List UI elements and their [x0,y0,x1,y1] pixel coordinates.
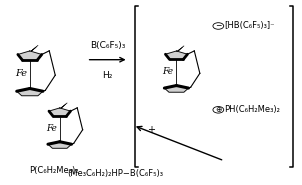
Text: B(C₆F₅)₃: B(C₆F₅)₃ [90,41,125,50]
Text: Fe: Fe [162,67,174,76]
Text: Fe: Fe [46,124,57,133]
Polygon shape [49,108,70,116]
Text: (Me₃C₆H₂)₂HP−B(C₆F₅)₃: (Me₃C₆H₂)₂HP−B(C₆F₅)₃ [67,169,163,178]
Polygon shape [48,142,72,148]
Text: −: − [215,21,221,31]
Text: PH(C₆H₂Me₃)₂: PH(C₆H₂Me₃)₂ [224,105,280,114]
Text: +: + [147,125,155,135]
Text: Fe: Fe [15,69,27,78]
Text: H₂: H₂ [102,71,113,80]
Text: P(C₆H₂Me₃)₂: P(C₆H₂Me₃)₂ [29,166,79,175]
Polygon shape [17,88,43,96]
FancyArrowPatch shape [137,126,222,160]
Polygon shape [164,85,188,92]
Polygon shape [18,51,42,60]
Text: ⊕: ⊕ [215,105,221,114]
Polygon shape [165,51,188,60]
Text: [HB(C₆F₅)₃]⁻: [HB(C₆F₅)₃]⁻ [224,21,275,31]
